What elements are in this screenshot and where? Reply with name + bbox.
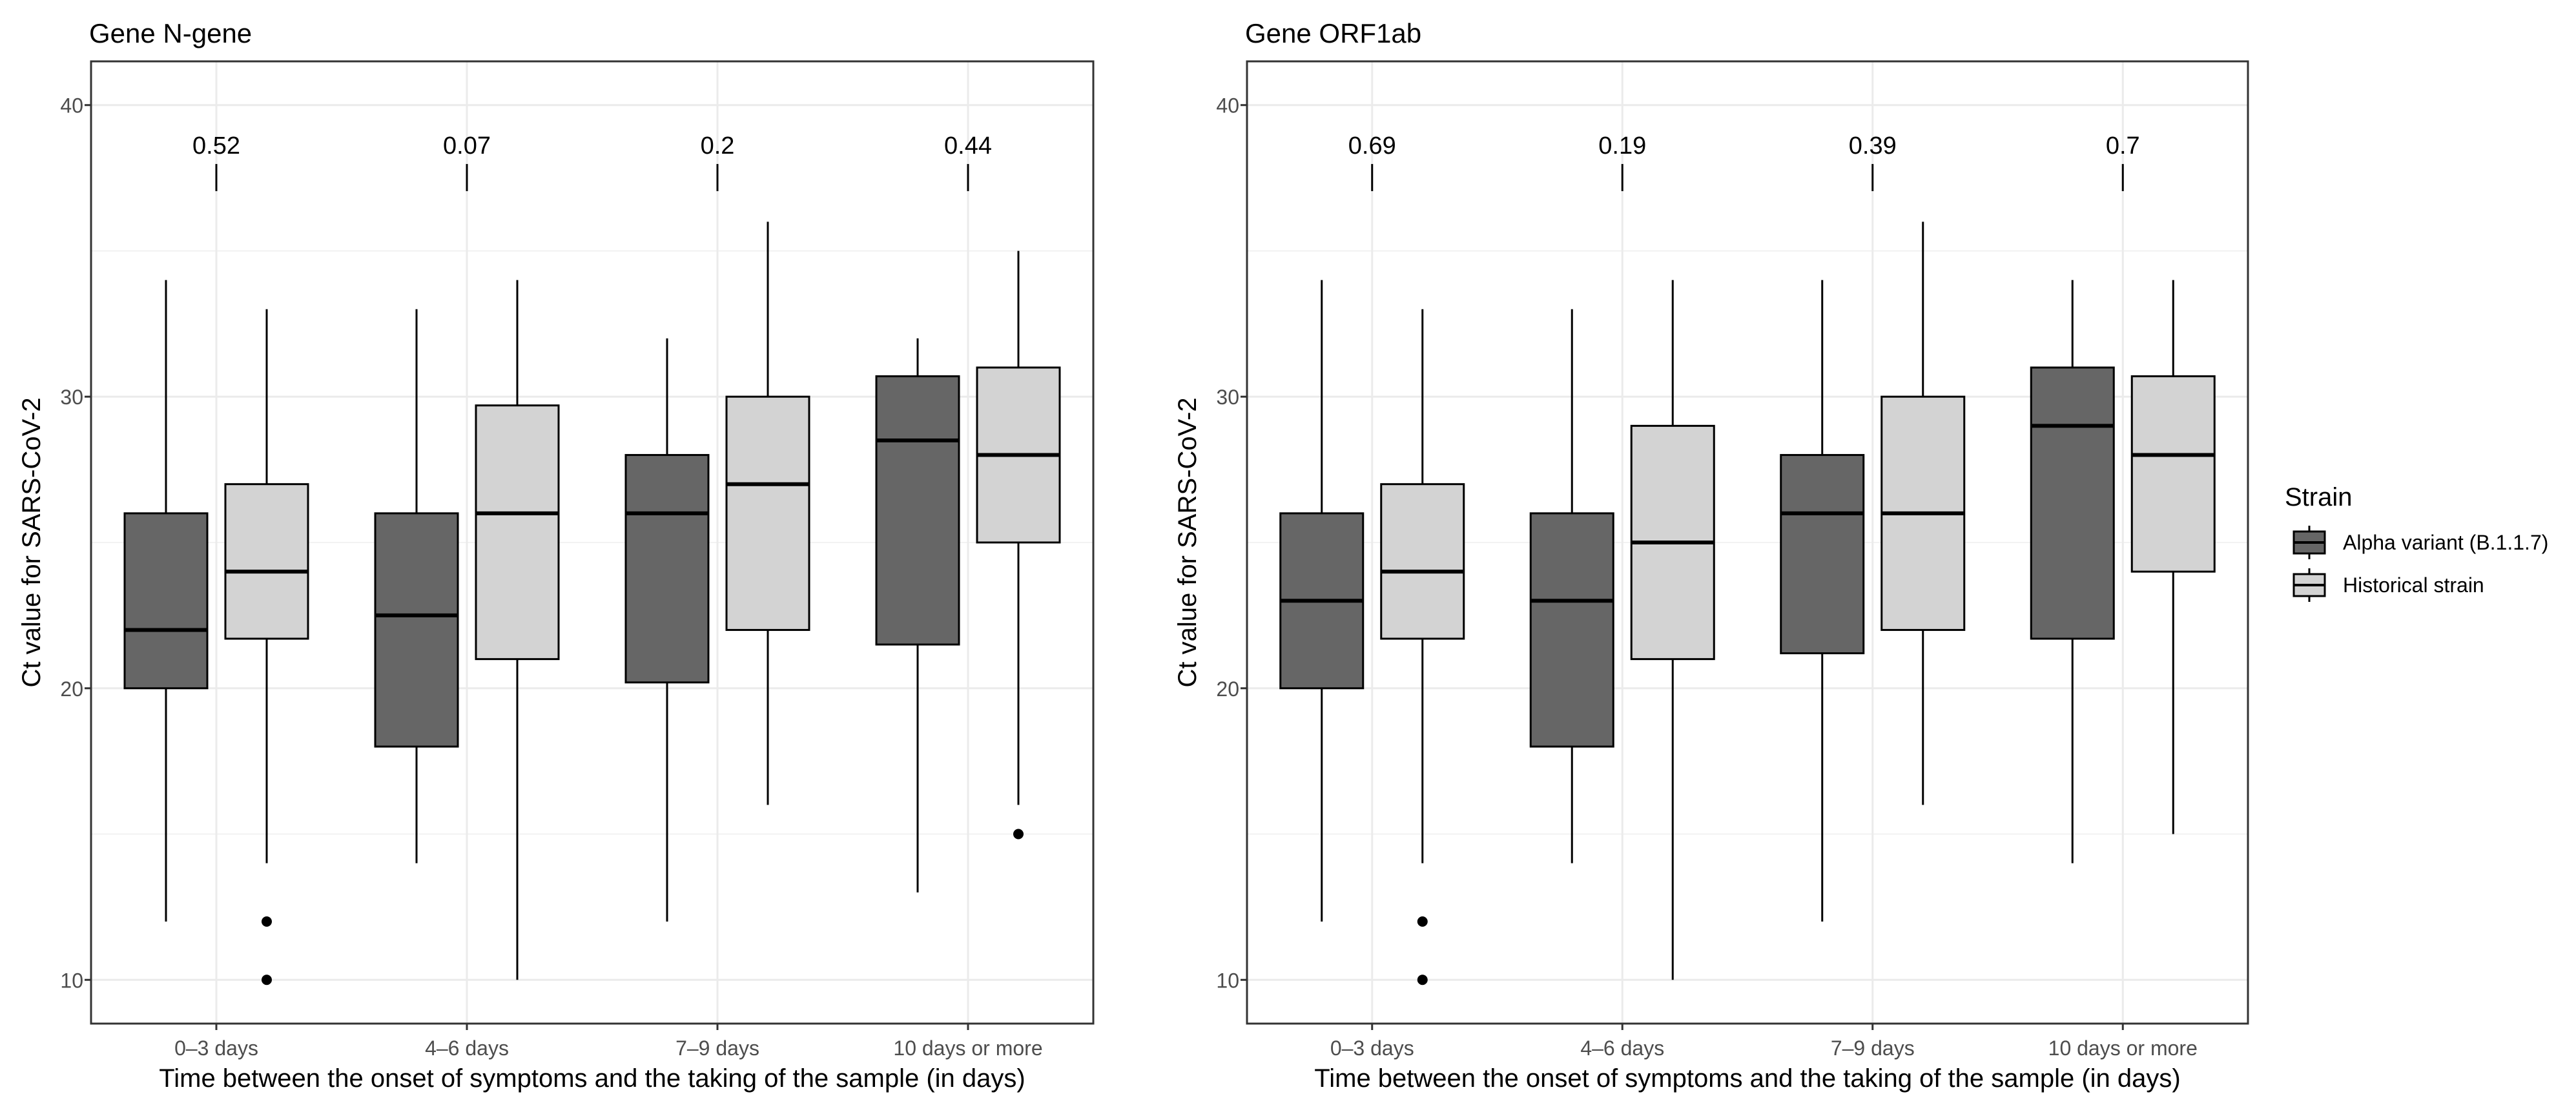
outlier-point [1417, 916, 1428, 927]
box-iqr [374, 512, 459, 748]
pvalue-label: 0.2 [701, 132, 735, 160]
panel-border [90, 60, 1095, 1025]
box-historical-1 [224, 309, 309, 985]
box-alpha-4 [2030, 280, 2115, 863]
outlier-point [262, 975, 272, 985]
box-iqr [624, 454, 710, 684]
box-historical-3 [1880, 222, 1966, 805]
x-tick-label: 10 days or more [893, 1037, 1042, 1060]
box-alpha-3 [624, 338, 710, 922]
box-historical-1 [1380, 309, 1465, 985]
x-tick-label: 0–3 days [1330, 1037, 1414, 1060]
box-iqr [2030, 366, 2115, 640]
pvalue-label: 0.07 [443, 132, 491, 160]
y-axis-label: Ct value for SARS-CoV-2 [1173, 397, 1202, 687]
box-iqr [224, 483, 309, 640]
box-iqr [725, 395, 810, 631]
y-tick-label: 10 [60, 969, 83, 992]
chart-title: Gene N-gene [89, 18, 252, 48]
chart-panel-2: 0.69 0.19 0.39 0.7 10 20 30 40 0–3 days 4–6 days 7… [1173, 18, 2249, 1093]
box-alpha-3 [1780, 280, 1865, 922]
box-alpha-1 [1279, 280, 1365, 922]
y-tick-label: 20 [1216, 677, 1239, 701]
legend-key-historical [2293, 568, 2326, 602]
x-tick-label: 10 days or more [2048, 1037, 2198, 1060]
box-alpha-2 [1529, 309, 1614, 863]
y-tick-label: 30 [60, 386, 83, 409]
x-tick-label: 0–3 days [174, 1037, 258, 1060]
y-tick-label: 20 [60, 677, 83, 701]
outlier-point [1013, 829, 1024, 840]
x-tick-label: 4–6 days [1580, 1037, 1664, 1060]
legend: Strain Alpha variant (B.1.1.7) Historical … [2285, 483, 2548, 602]
pvalue-label: 0.19 [1598, 132, 1646, 160]
y-tick-label: 10 [1216, 969, 1239, 992]
legend-label: Alpha variant (B.1.1.7) [2343, 531, 2548, 554]
box-alpha-1 [123, 280, 209, 922]
pvalue-label: 0.39 [1849, 132, 1897, 160]
legend-key-alpha [2293, 526, 2326, 559]
box-alpha-2 [374, 309, 459, 863]
box-historical-4 [2130, 280, 2216, 834]
y-tick-label: 40 [1216, 94, 1239, 118]
chart-title: Gene ORF1ab [1245, 18, 1421, 48]
box-iqr [2130, 375, 2216, 573]
box-historical-2 [1630, 280, 1715, 980]
pvalue-label: 0.44 [944, 132, 992, 160]
pvalue-label: 0.69 [1348, 132, 1396, 160]
box-iqr [1529, 512, 1614, 748]
pvalue-label: 0.7 [2106, 132, 2140, 160]
box-iqr [1780, 454, 1865, 655]
box-historical-2 [475, 280, 560, 980]
panel-border [1246, 60, 2249, 1025]
box-iqr [875, 375, 960, 646]
outlier-point [262, 916, 272, 927]
y-tick-label: 30 [1216, 386, 1239, 409]
box-iqr [475, 404, 560, 661]
box-iqr [1380, 483, 1465, 640]
chart-panel-1: 0.52 0.07 0.2 0.44 10 20 30 40 0–3 days 4–6 days 7… [17, 18, 1095, 1093]
y-axis-label: Ct value for SARS-CoV-2 [17, 397, 46, 687]
x-axis-label: Time between the onset of symptoms and t… [1314, 1064, 2180, 1093]
box-historical-4 [976, 251, 1061, 840]
box-historical-3 [725, 222, 810, 805]
legend-title: Strain [2285, 483, 2353, 511]
outlier-point [1417, 975, 1428, 985]
box-alpha-4 [875, 338, 960, 892]
legend-label: Historical strain [2343, 573, 2484, 597]
x-tick-label: 4–6 days [425, 1037, 509, 1060]
y-tick-label: 40 [60, 94, 83, 118]
x-axis-label: Time between the onset of symptoms and t… [159, 1064, 1025, 1093]
x-tick-label: 7–9 days [1831, 1037, 1915, 1060]
box-iqr [123, 512, 209, 690]
x-tick-label: 7–9 days [675, 1037, 759, 1060]
pvalue-label: 0.52 [192, 132, 240, 160]
